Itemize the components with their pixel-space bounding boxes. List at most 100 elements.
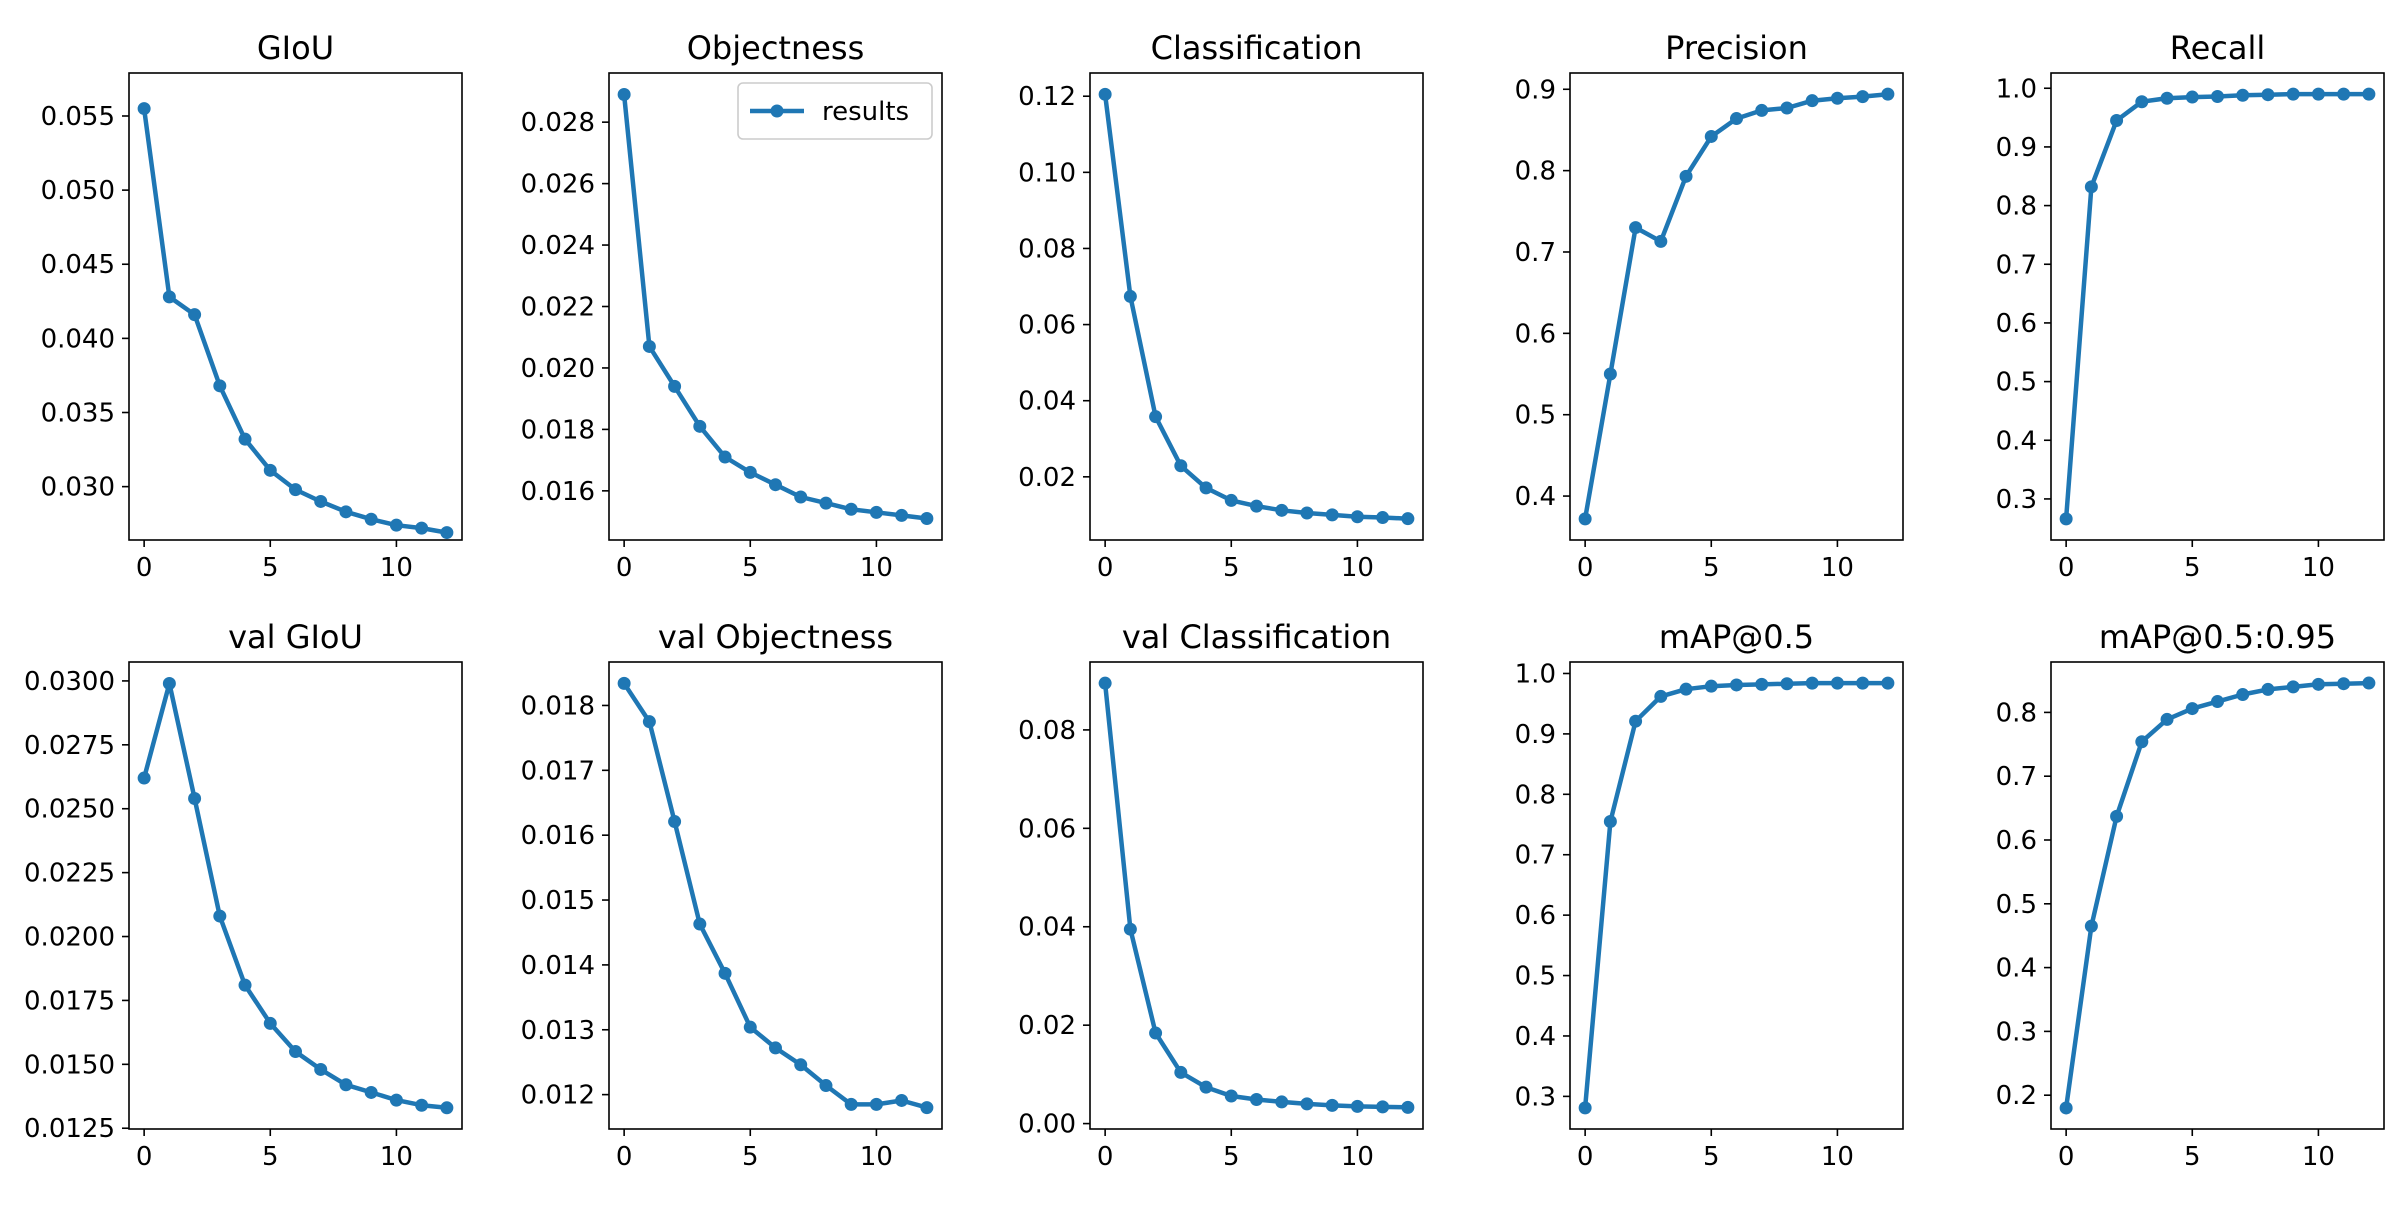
data-point (1350, 1099, 1364, 1113)
y-tick-label: 0.02 (1018, 1011, 1076, 1041)
data-point (2135, 95, 2149, 109)
data-point (188, 308, 202, 322)
data-point (2261, 682, 2275, 696)
y-tick-label: 0.6 (1515, 319, 1556, 349)
y-tick-label: 0.024 (521, 231, 595, 261)
y-tick-label: 0.08 (1018, 234, 1076, 264)
legend-label: results (822, 97, 909, 127)
subplot-val-classification: val Classification 0 5 10 0.00 0.02 0.04 0.06 0.… (1018, 618, 1424, 1172)
data-point (1856, 676, 1870, 690)
data-point (1149, 410, 1163, 424)
data-point (1805, 676, 1819, 690)
subplot-classification: Classification 0 5 10 0.02 0.04 0.06 0.08 0.10 0.… (1018, 29, 1424, 583)
data-point (819, 496, 833, 510)
data-point (440, 526, 454, 540)
data-point (617, 676, 631, 690)
subplot-giou: GIoU 0 5 10 0.030 0.035 0.040 0.045 0.050 0.055 (41, 29, 463, 583)
data-point (769, 1041, 782, 1055)
subplot-title: val Classification (1122, 618, 1391, 656)
y-tick-label: 0.6 (1996, 309, 2037, 339)
y-tick-label: 1.0 (1515, 659, 1556, 689)
y-tick-label: 0.9 (1515, 75, 1556, 105)
y-tick-label: 0.9 (1515, 720, 1556, 750)
data-point (2160, 712, 2174, 726)
y-tick-label: 0.0125 (24, 1114, 115, 1144)
data-point (1224, 1089, 1238, 1103)
subplot-title: Precision (1665, 29, 1808, 67)
subplot-val-giou: val GIoU 0 5 10 0.0125 0.0150 0.0175 0.0200 0.02… (24, 618, 463, 1172)
y-tick-label: 0.6 (1996, 826, 2037, 856)
y-tick-label: 0.012 (521, 1081, 595, 1111)
x-tick-label: 0 (1097, 1142, 1114, 1172)
x-tick-label: 10 (1821, 1142, 1854, 1172)
y-tick-label: 0.7 (1996, 250, 2037, 280)
x-tick-label: 0 (136, 1142, 153, 1172)
data-point (2286, 87, 2300, 101)
y-tick-label: 0.035 (41, 399, 115, 429)
x-tick-label: 10 (380, 553, 413, 583)
data-point (1881, 87, 1895, 101)
x-tick-label: 10 (1341, 1142, 1374, 1172)
y-tick-label: 0.4 (1515, 482, 1556, 512)
legend: results (737, 82, 933, 140)
data-point (162, 290, 176, 304)
data-point (1300, 1097, 1314, 1111)
data-point (2110, 809, 2124, 823)
data-point (718, 966, 732, 980)
legend-box (737, 82, 933, 140)
x-tick-label: 10 (2302, 1142, 2335, 1172)
data-point (1730, 678, 1743, 692)
x-tick-label: 10 (1341, 553, 1374, 583)
data-point (289, 1045, 302, 1059)
data-point (1881, 676, 1895, 690)
data-point (2059, 1101, 2073, 1115)
data-point (2211, 695, 2224, 709)
subplot-title: val GIoU (228, 618, 363, 656)
y-tick-label: 0.8 (1515, 780, 1556, 810)
x-tick-label: 5 (1703, 1142, 1720, 1172)
data-point (1174, 1065, 1188, 1079)
y-tick-label: 0.022 (521, 293, 595, 323)
data-point (238, 978, 252, 992)
y-tick-label: 0.040 (41, 324, 115, 354)
data-point (263, 1016, 277, 1030)
y-tick-label: 0.8 (1996, 192, 2037, 222)
data-point (819, 1079, 833, 1093)
data-point (2084, 919, 2098, 933)
x-tick-label: 5 (2184, 1142, 2201, 1172)
data-point (794, 1058, 808, 1072)
y-tick-label: 0.016 (521, 477, 595, 507)
data-point (263, 463, 277, 477)
data-point (2337, 87, 2351, 101)
subplot-title: val Objectness (658, 618, 893, 656)
y-tick-label: 0.018 (521, 415, 595, 445)
y-tick-label: 0.9 (1996, 133, 2037, 163)
x-tick-label: 0 (616, 1142, 633, 1172)
y-tick-label: 0.050 (41, 176, 115, 206)
data-point (1780, 101, 1794, 115)
y-tick-label: 0.8 (1515, 157, 1556, 187)
y-tick-label: 0.3 (1996, 1017, 2037, 1047)
axes-frame (1569, 661, 1904, 1130)
data-point (1654, 234, 1668, 248)
x-tick-label: 0 (2058, 553, 2075, 583)
data-point (389, 1093, 403, 1107)
data-point (1805, 94, 1819, 108)
data-point (1704, 129, 1718, 143)
subplot-precision: Precision 0 5 10 0.4 0.5 0.6 0.7 0.8 0.9 (1515, 29, 1904, 583)
data-point (1250, 499, 1263, 513)
data-point (364, 512, 378, 526)
data-point (642, 339, 656, 353)
data-point (188, 791, 202, 805)
legend-marker-swatch (770, 104, 784, 118)
series-line-results (1102, 92, 1411, 521)
subplot-map-0-5: mAP@0.5 0 5 10 0.3 0.4 0.5 0.6 0.7 0.8 0.9 1.0 (1515, 618, 1904, 1172)
x-tick-label: 10 (860, 553, 893, 583)
x-tick-label: 5 (262, 553, 279, 583)
axes-frame (608, 661, 943, 1130)
data-point (743, 465, 757, 479)
y-tick-label: 0.4 (1996, 426, 2037, 456)
y-tick-label: 0.7 (1515, 238, 1556, 268)
data-point (339, 505, 353, 519)
data-point (2236, 88, 2250, 102)
